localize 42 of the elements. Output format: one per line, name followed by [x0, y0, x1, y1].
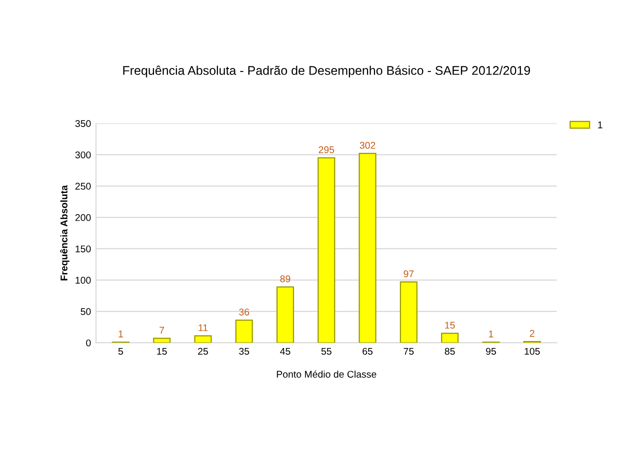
y-tick-label: 150: [76, 245, 91, 252]
data-label: 1: [118, 330, 123, 338]
x-tick-label: 75: [404, 348, 414, 355]
x-tick-label: 95: [486, 348, 496, 355]
data-label: 1: [489, 330, 494, 338]
data-label: 15: [445, 322, 455, 329]
y-tick-label: 300: [75, 151, 91, 158]
x-tick-label: 35: [239, 348, 250, 355]
x-tick-label: 5: [118, 348, 123, 355]
bar: [194, 335, 212, 343]
legend-label: 1: [598, 122, 602, 128]
y-axis-title: Frequência Absoluta: [60, 185, 70, 280]
x-tick-label: 105: [524, 348, 540, 355]
data-label: 302: [360, 142, 376, 149]
y-tick-label: 50: [80, 308, 91, 316]
data-label: 11: [198, 324, 208, 332]
x-tick-label: 55: [321, 348, 332, 355]
chart-title: Frequência Absoluta - Padrão de Desempenho Básico - SAEP 2012/2019: [123, 66, 530, 78]
data-label: 97: [404, 270, 414, 278]
x-tick-label: 15: [157, 348, 167, 355]
y-tick-label: 200: [75, 214, 91, 222]
bar: [358, 152, 376, 343]
x-tick-label: 25: [198, 348, 208, 355]
bar: [276, 286, 294, 343]
bar: [400, 281, 418, 343]
bar: [153, 338, 171, 343]
data-label: 2: [530, 330, 534, 337]
x-tick-label: 85: [444, 348, 455, 355]
y-tick-label: 250: [75, 182, 91, 190]
data-label: 36: [239, 308, 250, 316]
y-tick-label: 0: [86, 339, 91, 346]
y-tick-label: 350: [75, 120, 91, 128]
data-label: 295: [318, 146, 334, 154]
x-axis-title: Ponto Médio de Classe: [276, 370, 376, 378]
x-tick-label: 45: [280, 348, 290, 355]
data-label: 7: [160, 326, 164, 334]
y-tick-label: 100: [76, 276, 91, 284]
x-tick-label: 65: [362, 348, 373, 355]
bar: [318, 157, 336, 343]
data-label: 89: [280, 275, 290, 282]
bar: [235, 320, 253, 343]
bar: [441, 332, 459, 343]
